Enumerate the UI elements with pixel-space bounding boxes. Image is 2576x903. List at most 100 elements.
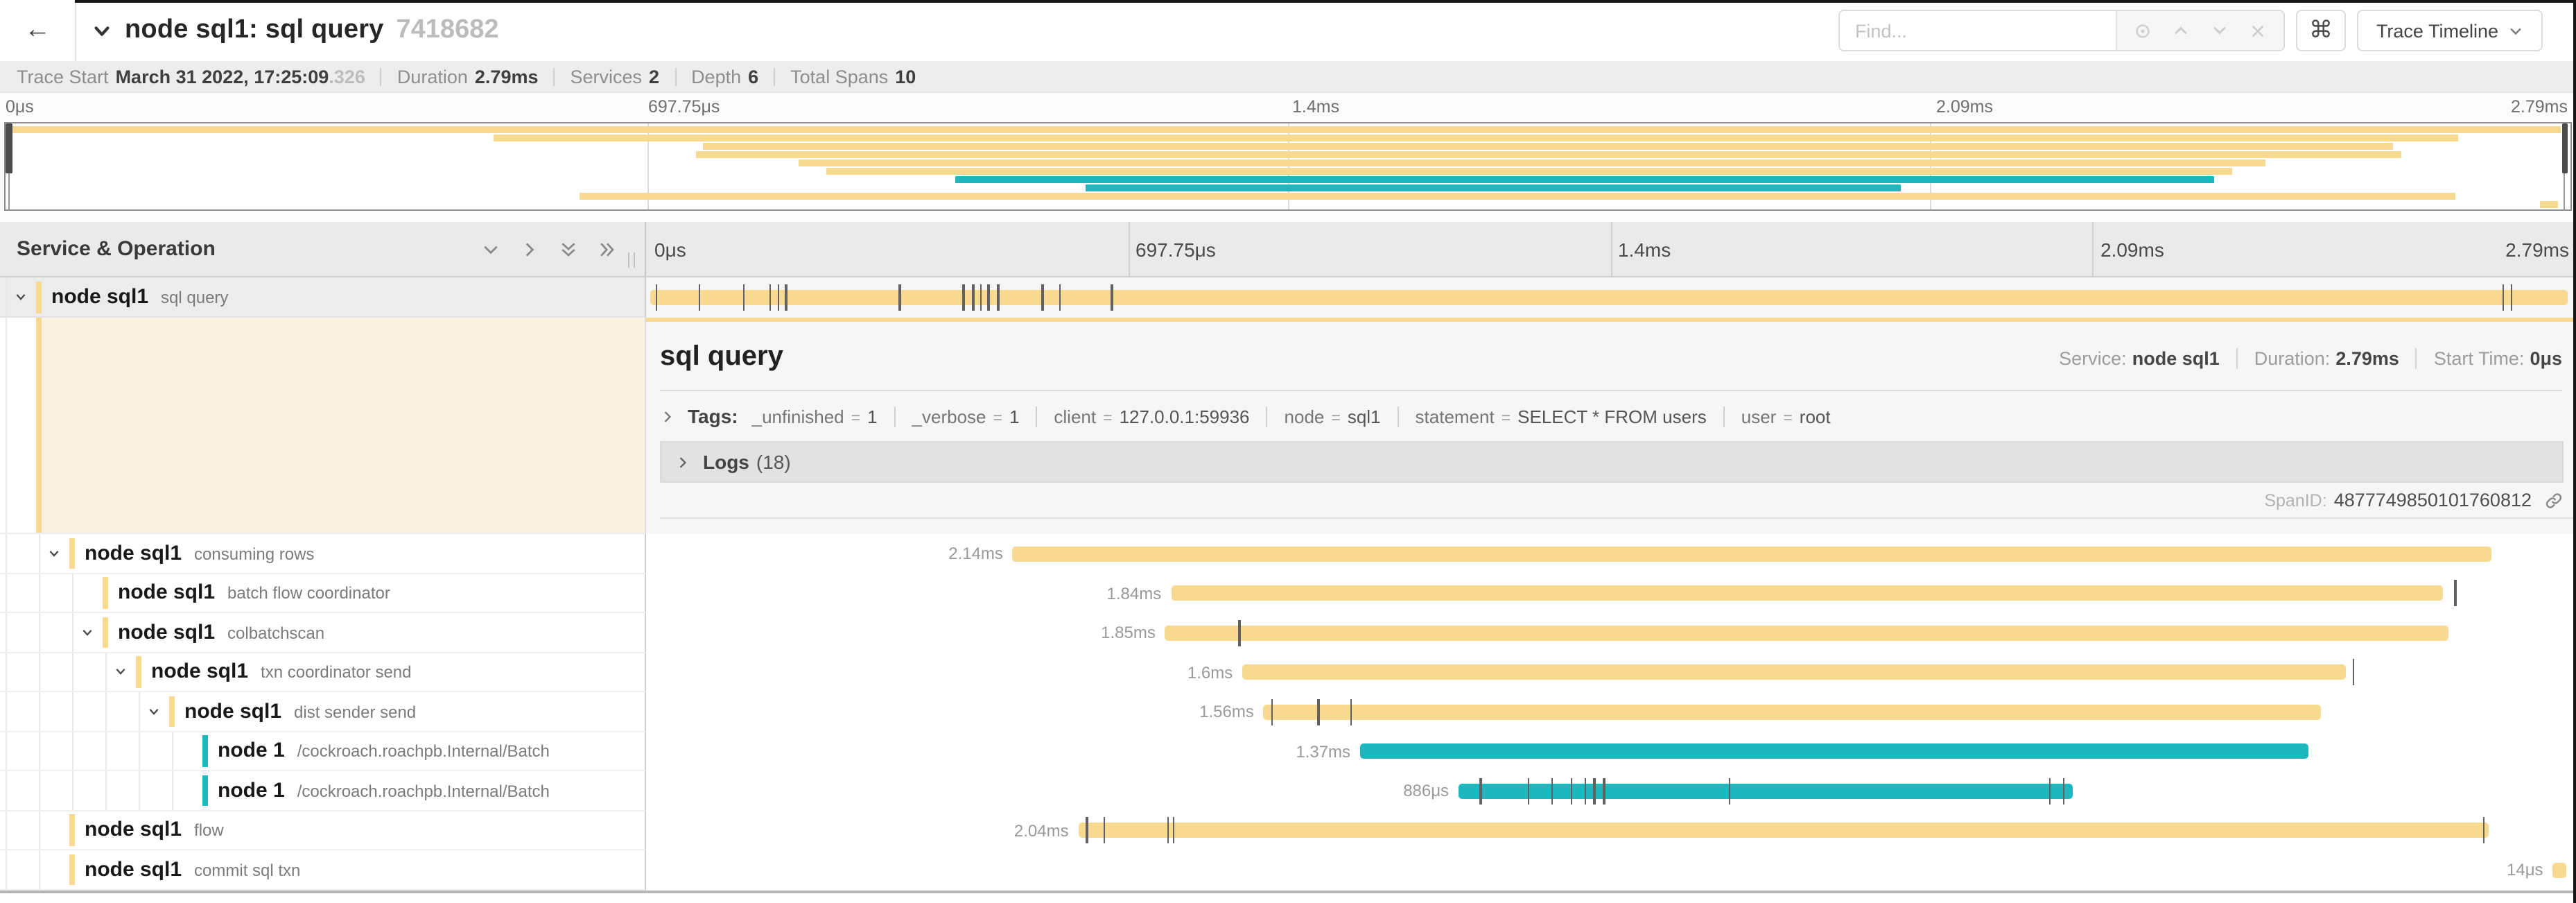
span-tree-cell[interactable]: node sql1 dist sender send — [0, 692, 646, 732]
span-row[interactable]: node sql1 sql query — [0, 277, 2576, 318]
tick-label: 697.75μs — [1135, 238, 1216, 260]
span-row[interactable]: node sql1 txn coordinator send 1.6ms — [0, 653, 2576, 692]
close-icon[interactable] — [2245, 18, 2270, 43]
span-tree-cell[interactable]: node 1/cockroach.roachpb.Internal/Batch — [0, 771, 646, 811]
locate-icon[interactable] — [2130, 18, 2155, 43]
trace-view-selector[interactable]: Trace Timeline — [2356, 10, 2543, 51]
range-scrubber-right[interactable] — [2561, 123, 2568, 173]
indent-guide — [6, 692, 7, 730]
timeline-minimap: 0μs 697.75μs 1.4ms 2.09ms 2.79ms — [0, 93, 2576, 222]
chevron-down-icon[interactable] — [92, 20, 112, 41]
tag-equals: = — [1501, 410, 1511, 427]
span-row[interactable]: node sql1 batch flow coordinator 1.84ms — [0, 574, 2576, 613]
span-timeline-cell: 1.85ms — [646, 613, 2576, 653]
logs-accordion[interactable]: Logs (18) — [660, 441, 2564, 483]
expander-chevron-down-icon[interactable] — [114, 665, 128, 679]
log-tick-mark — [1111, 284, 1113, 311]
span-bar[interactable] — [1242, 664, 2347, 680]
span-bar[interactable] — [1360, 743, 2308, 759]
minimap-span — [1085, 184, 1901, 191]
find-group — [1838, 10, 2285, 51]
span-tree-cell[interactable]: node sql1 colbatchscan — [0, 613, 646, 653]
expander-chevron-down-icon[interactable] — [47, 547, 61, 560]
span-tree-cell[interactable]: node sql1 batch flow coordinator — [0, 574, 646, 613]
span-tree-cell[interactable]: node 1/cockroach.roachpb.Internal/Batch — [0, 732, 646, 771]
indent-guide — [6, 811, 7, 849]
span-tree-cell[interactable]: node sql1 consuming rows — [0, 534, 646, 574]
span-bar[interactable] — [1165, 625, 2449, 641]
start-time-label: Start Time: — [2433, 348, 2525, 369]
double-chevron-right-icon[interactable] — [598, 239, 617, 259]
operation-name: commit sql txn — [194, 860, 301, 880]
expand-one-icon[interactable] — [520, 239, 539, 259]
rows-bottom: node sql1 consuming rows 2.14ms node sql1 ba… — [0, 534, 2576, 890]
tag-value: sql1 — [1347, 406, 1381, 427]
tags-list: _unfinished = 1 _verbose = 1 client = 127.0.0.1:… — [752, 406, 1831, 427]
expander-chevron-down-icon[interactable] — [147, 705, 161, 719]
log-tick-mark — [1167, 817, 1169, 844]
span-row[interactable]: node sql1 colbatchscan 1.85ms — [0, 613, 2576, 653]
chevron-up-icon[interactable] — [2168, 18, 2193, 43]
collapse-all-icon[interactable] — [481, 239, 501, 259]
expander-chevron-down-icon[interactable] — [80, 626, 94, 639]
keyboard-shortcuts-button[interactable]: ⌘ — [2295, 10, 2346, 51]
column-resizer-grip[interactable] — [627, 252, 635, 268]
service-name: node sql1 — [51, 285, 149, 309]
log-tick-mark — [2062, 777, 2065, 805]
tag-key: statement — [1415, 406, 1495, 427]
indent-guide — [72, 653, 73, 691]
chevron-down-icon[interactable] — [2207, 18, 2232, 43]
span-name: node sql1 txn coordinator send — [151, 660, 412, 684]
minimap-span — [695, 151, 2401, 158]
span-timeline-cell: 886μs — [646, 771, 2576, 811]
timeline-header-band: Service & Operation 0μs 697.75μs 1. — [0, 222, 2576, 277]
span-bar[interactable] — [1012, 546, 2491, 562]
span-bar[interactable] — [1263, 704, 2322, 720]
span-row[interactable]: node sql1 dist sender send 1.56ms — [0, 692, 2576, 732]
span-row[interactable]: node sql1 consuming rows 2.14ms — [0, 534, 2576, 574]
range-scrubber-left[interactable] — [6, 123, 12, 173]
service-name: node sql1 — [184, 699, 282, 723]
span-detail-panel: sql query Service: node sql1 Duration: 2.7… — [646, 318, 2576, 534]
span-accent-bar — [69, 538, 75, 569]
back-button[interactable]: ← — [0, 0, 76, 61]
span-tree-cell[interactable]: node sql1 sql query — [0, 277, 646, 318]
indent-guide — [39, 732, 40, 770]
span-duration-label: 1.37ms — [1296, 741, 1351, 762]
services-value: 2 — [649, 66, 660, 87]
tree-controls — [481, 222, 617, 276]
span-detail-left[interactable] — [0, 318, 646, 534]
span-row[interactable]: node sql1 commit sql txn 14μs — [0, 850, 2576, 890]
tags-accordion[interactable]: Tags: _unfinished = 1 _verbose = 1 client = 127.… — [646, 391, 2576, 441]
span-tree-cell[interactable]: node sql1 commit sql txn — [0, 850, 646, 890]
span-timeline-cell: 1.84ms — [646, 574, 2576, 613]
tag-item: client = 127.0.0.1:59936 — [1054, 406, 1249, 427]
span-bar[interactable] — [1171, 585, 2443, 601]
tag-item: _verbose = 1 — [912, 406, 1020, 427]
rows-top: node sql1 sql query — [0, 277, 2576, 318]
span-accent-bar — [35, 318, 42, 533]
span-name: node sql1 commit sql txn — [85, 858, 300, 882]
span-bar[interactable] — [1078, 823, 2489, 839]
find-input[interactable] — [1839, 11, 2116, 50]
log-tick-mark — [2048, 777, 2051, 805]
span-duration-label: 886μs — [1403, 781, 1450, 801]
span-row[interactable]: node 1/cockroach.roachpb.Internal/Batch 8… — [0, 771, 2576, 811]
span-bar[interactable] — [650, 289, 2568, 305]
tick-label: 0μs — [654, 238, 686, 260]
span-bar[interactable] — [1459, 783, 2073, 799]
tag-equals: = — [993, 410, 1002, 427]
indent-guide — [39, 613, 40, 651]
minimap-canvas[interactable] — [4, 122, 2572, 211]
span-row[interactable]: node 1/cockroach.roachpb.Internal/Batch 1… — [0, 732, 2576, 771]
span-tree-cell[interactable]: node sql1 txn coordinator send — [0, 653, 646, 692]
span-tree-cell[interactable]: node sql1 flow — [0, 811, 646, 850]
log-tick-mark — [1271, 698, 1273, 725]
expander-chevron-down-icon[interactable] — [14, 290, 28, 304]
divider — [2415, 348, 2417, 369]
span-row[interactable]: node sql1 flow 2.04ms — [0, 811, 2576, 850]
span-bar[interactable] — [2552, 862, 2567, 878]
double-chevron-down-icon[interactable] — [559, 239, 578, 259]
link-icon[interactable] — [2544, 490, 2564, 510]
